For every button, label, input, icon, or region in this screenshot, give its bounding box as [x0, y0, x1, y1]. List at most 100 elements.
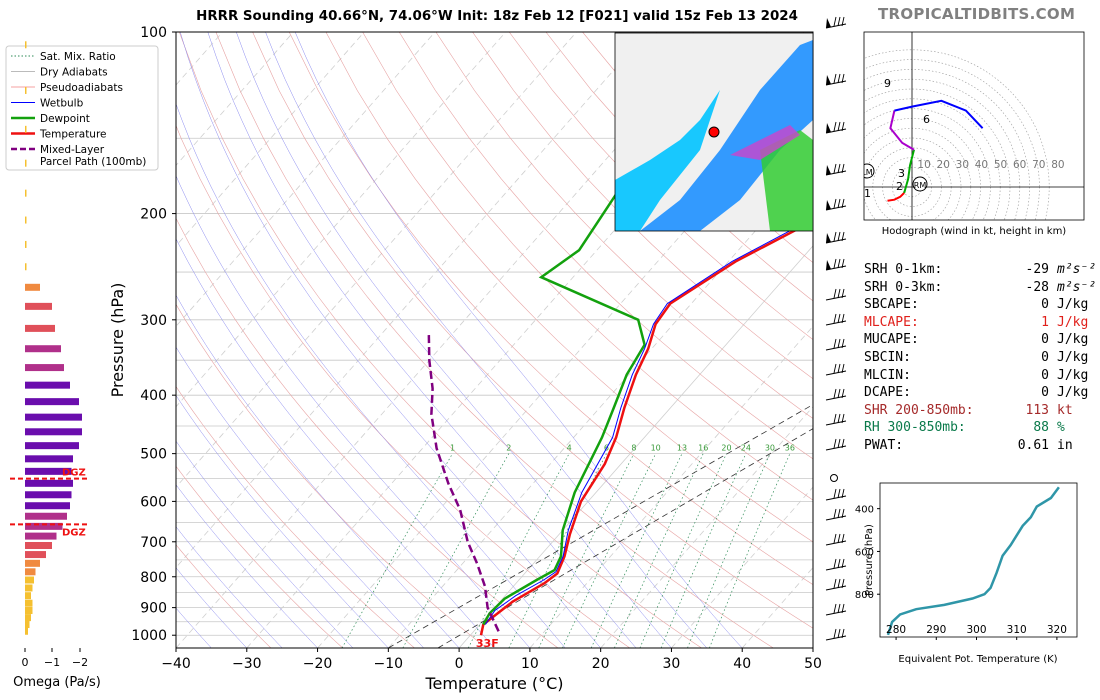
isotherm-line [176, 32, 294, 167]
wind-barb-feather [837, 578, 841, 589]
pseudo-adiabat [176, 484, 318, 648]
index-row: PWAT: 0.61 in [864, 438, 1073, 453]
index-label: MLCAPE: [864, 314, 919, 330]
mix-ratio-label: 30 [765, 444, 775, 453]
hodo-height-label: 2 [896, 180, 903, 193]
wind-barb-feather [833, 628, 837, 639]
wind-barb-feather [833, 578, 837, 589]
theta-e-ytick-label: 400 [855, 505, 874, 516]
wind-barb-feather [833, 288, 837, 299]
mix-ratio-label: 10 [651, 444, 661, 453]
wind-barb-shaft [825, 565, 847, 571]
omega-bar [25, 551, 46, 559]
pseudo-adiabat [176, 346, 424, 648]
wind-barb-feather [837, 163, 841, 174]
omega-bar [25, 599, 33, 607]
dry-adiabat [325, 32, 813, 543]
dry-adiabat [176, 217, 559, 648]
wind-barb-flag [826, 233, 831, 243]
hodo-ring-label: 20 [937, 159, 950, 171]
pseudo-adiabat [176, 395, 389, 648]
map-precip-light [615, 90, 720, 231]
index-label: SRH 0-1km: [864, 262, 943, 277]
omega-bar [25, 627, 28, 635]
theta-e-panel: 280 290 300 310 320 400 600 800 Equivalent Pot. … [855, 482, 1078, 665]
omega-bar [25, 41, 27, 49]
map-frame [614, 32, 814, 232]
wind-barb-feather [841, 231, 845, 242]
wind-barb-feather [833, 508, 837, 519]
wind-barb-feather [841, 628, 845, 639]
wind-barb-feather [837, 628, 841, 639]
isotherm-line [176, 32, 648, 569]
dry-adiabat [545, 32, 813, 302]
pseudo-adiabat [236, 32, 672, 648]
x-tick-label: 10 [521, 656, 539, 672]
wind-barb-shaft [825, 540, 847, 546]
hodo-segment [889, 110, 915, 151]
wind-barb-shaft [825, 370, 847, 376]
wind-barb-feather [833, 413, 837, 424]
surface-temp-label: 33F [476, 637, 499, 650]
mix-ratio-label: 2 [506, 444, 511, 453]
omega-bar [25, 512, 67, 520]
wind-barb-feather [837, 508, 841, 519]
y-tick-label: 700 [140, 535, 167, 551]
omega-bar [25, 345, 61, 353]
omega-bar [25, 455, 73, 463]
wind-barb-feather [837, 488, 841, 499]
wind-barb-feather [841, 198, 845, 209]
theta-e-xtick-label: 320 [1047, 624, 1067, 636]
hodo-segment [894, 99, 984, 129]
omega-bar [25, 125, 27, 133]
mix-ratio-line [614, 453, 704, 648]
omega-bar [25, 621, 30, 629]
hodo-height-label: 6 [923, 113, 930, 126]
wind-barb-feather [841, 338, 845, 349]
hodo-ring-label: 70 [1032, 159, 1045, 171]
omega-bar [25, 522, 63, 530]
index-unit: J/kg [1057, 350, 1089, 365]
dry-adiabat [472, 32, 813, 380]
theta-e-xtick-label: 290 [926, 624, 946, 636]
map-mix-region [730, 125, 800, 160]
index-value: 0 [1041, 350, 1049, 365]
legend-label: Wetbulb [40, 98, 84, 110]
omega-bar [25, 532, 57, 540]
index-unit: m²s⁻² [1057, 279, 1097, 295]
index-label: SBCIN: [864, 350, 911, 365]
wind-barb-shaft [825, 445, 847, 451]
pseudo-adiabat [176, 294, 460, 648]
index-value: 0.61 [1017, 438, 1049, 453]
wind-barb-feather [841, 388, 845, 399]
index-label: SBCAPE: [864, 297, 919, 313]
wind-barb-feather [837, 73, 841, 84]
theta-e-ylabel: Pressure (hPa) [864, 524, 875, 596]
pseudo-adiabat [179, 32, 601, 648]
map-location-marker [708, 126, 720, 138]
pseudo-adiabat [207, 32, 637, 648]
wind-barb-feather [833, 338, 837, 349]
hodo-ring-label: 60 [1013, 159, 1026, 171]
wind-barb-feather [841, 163, 845, 174]
wind-barb-feather [837, 313, 841, 324]
wind-barb-feather [833, 121, 837, 132]
dry-adiabat [288, 32, 813, 585]
dry-adiabat [176, 544, 272, 648]
wind-barb-feather [837, 558, 841, 569]
index-row: DCAPE: 0 J/kg [864, 385, 1088, 400]
wind-barb-shaft [825, 395, 847, 401]
omega-bar [25, 381, 70, 389]
hodo-lm-marker [864, 163, 875, 179]
wind-barb-feather [833, 533, 837, 544]
index-unit: J/kg [1057, 385, 1089, 401]
theta-e-xlabel: Equivalent Pot. Temperature (K) [898, 654, 1057, 665]
map-rain-region [760, 130, 813, 231]
dry-adiabat [398, 32, 813, 460]
index-value: -28 [1025, 279, 1049, 295]
index-unit: J/kg [1057, 314, 1089, 330]
mix-ratio-line [538, 453, 635, 648]
wind-barb-shaft [825, 320, 847, 326]
y-tick-label: 200 [140, 207, 167, 223]
legend-label: Temperature [39, 129, 107, 141]
